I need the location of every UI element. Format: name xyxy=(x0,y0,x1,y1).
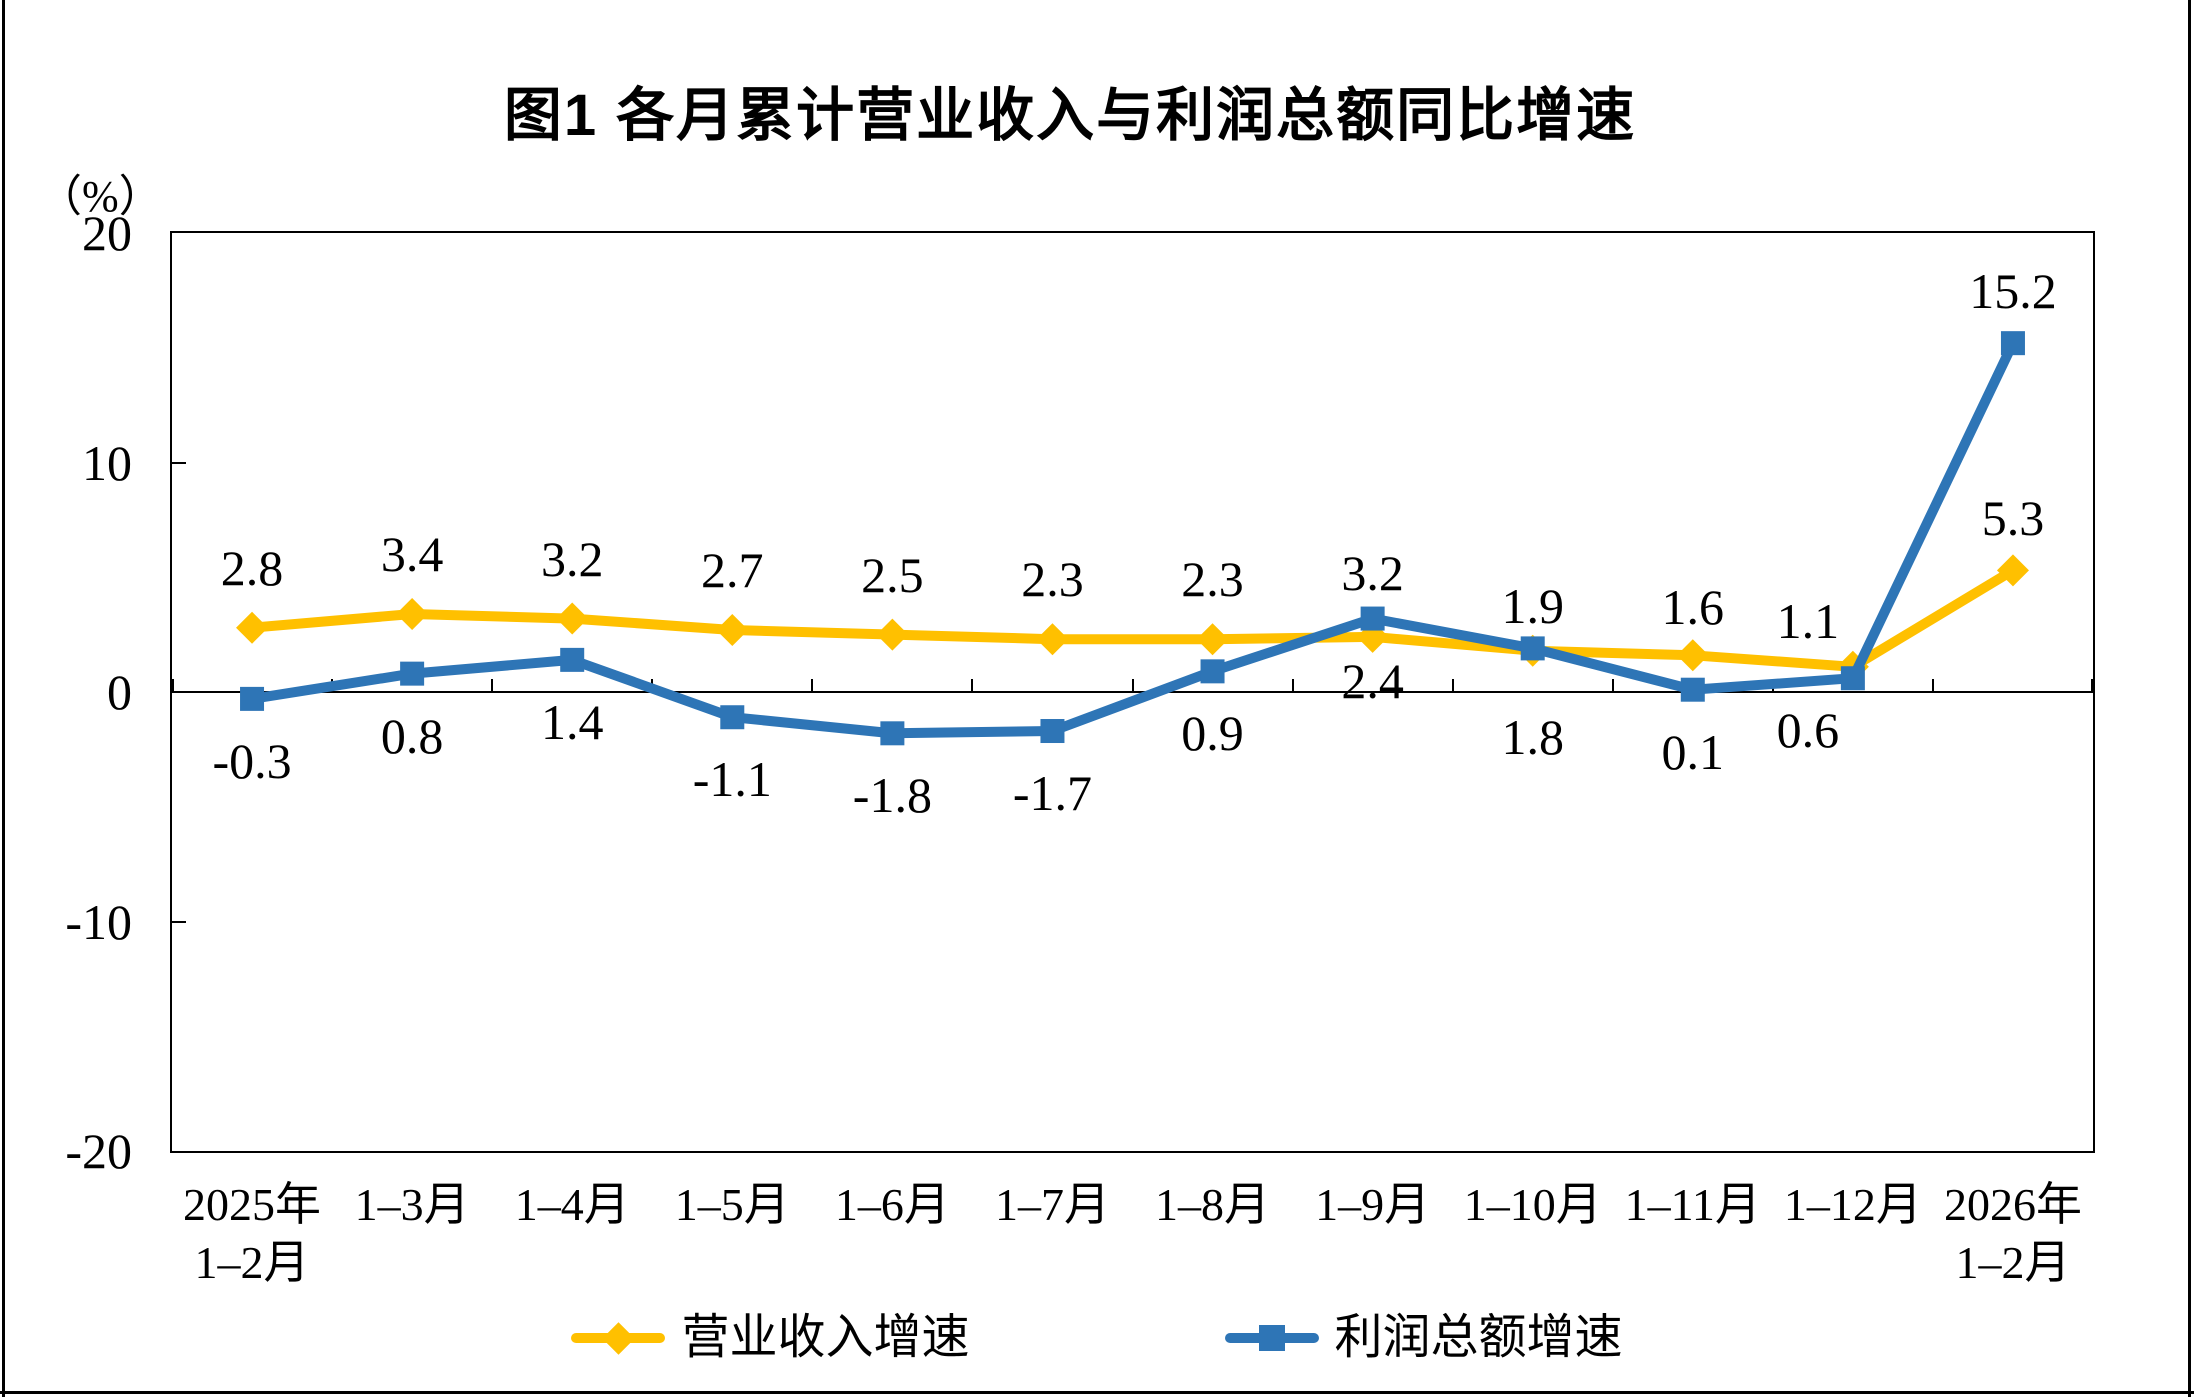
data-label-series-1: -0.3 xyxy=(212,732,292,789)
data-label-series-0: 3.2 xyxy=(540,530,604,587)
series-marker-1 xyxy=(240,686,265,711)
data-label-series-0: 3.4 xyxy=(380,525,444,582)
series-marker-0 xyxy=(1676,639,1709,672)
legend-item-total-profit: 利润总额增速 xyxy=(1224,1311,1623,1364)
x-axis-category-label: 1–12月 xyxy=(1783,1179,1922,1230)
data-label-series-1: -1.1 xyxy=(692,751,772,808)
y-axis-tick-label: 10 xyxy=(82,434,132,491)
category-tick-mark xyxy=(1131,679,1134,691)
data-label-series-0: 2.5 xyxy=(861,546,924,603)
category-tick-mark xyxy=(172,679,174,691)
legend-item-operating-revenue: 营业收入增速 xyxy=(571,1311,970,1364)
x-axis-category-label: 1–4月 xyxy=(514,1179,630,1230)
series-marker-1 xyxy=(720,705,745,730)
page-border-bottom xyxy=(0,1391,2194,1394)
x-axis-category-label: 1–6月 xyxy=(834,1179,950,1230)
data-label-series-1: 0.1 xyxy=(1661,723,1725,780)
category-tick-mark xyxy=(1451,679,1454,691)
y-axis-tick-label: 20 xyxy=(82,205,132,261)
data-label-series-1: 1.4 xyxy=(540,693,604,750)
y-tick-mark xyxy=(172,461,186,464)
plot-area xyxy=(170,231,2095,1153)
data-label-series-1: 1.9 xyxy=(1501,578,1564,635)
x-axis-category-label: 1–5月 xyxy=(674,1179,790,1230)
data-label-series-1: -1.8 xyxy=(852,767,932,824)
zero-axis-line xyxy=(172,691,2093,693)
category-tick-mark xyxy=(1291,679,1294,691)
series-marker-1 xyxy=(880,721,905,746)
series-marker-0 xyxy=(396,597,429,630)
category-tick-mark xyxy=(2091,679,2093,691)
series-marker-0 xyxy=(716,614,749,647)
series-marker-1 xyxy=(1040,719,1065,744)
x-axis-category-label: 1–9月 xyxy=(1315,1179,1431,1230)
series-marker-1 xyxy=(1840,666,1865,691)
data-label-series-0: 2.3 xyxy=(1181,551,1244,608)
legend-label-revenue: 营业收入增速 xyxy=(681,1311,970,1364)
category-tick-mark xyxy=(491,679,494,691)
category-tick-mark xyxy=(971,679,974,691)
data-label-series-1: 3.2 xyxy=(1341,544,1404,601)
legend-swatch-profit xyxy=(1224,1312,1319,1364)
data-label-series-1: 0.9 xyxy=(1181,705,1244,762)
category-tick-mark xyxy=(1611,679,1614,691)
series-marker-1 xyxy=(1680,677,1705,702)
x-axis-category-label: 2026年 1–2月 xyxy=(1943,1179,2082,1288)
data-label-series-0: 1.8 xyxy=(1501,708,1564,765)
x-axis-category-label: 1–11月 xyxy=(1624,1179,1761,1230)
series-line-1 xyxy=(251,341,2018,739)
x-axis-category-label: 1–7月 xyxy=(994,1179,1110,1230)
category-tick-mark xyxy=(1931,679,1934,691)
x-axis-category-label: 1–8月 xyxy=(1155,1179,1271,1230)
page-border-left xyxy=(2,0,5,1397)
series-plot-canvas xyxy=(236,331,2029,746)
legend: 营业收入增速 利润总额增速 xyxy=(0,1312,2194,1364)
data-label-series-0: 5.3 xyxy=(1981,490,2045,547)
data-label-series-1: 0.8 xyxy=(380,707,444,764)
series-marker-1 xyxy=(1200,659,1225,684)
legend-swatch-revenue xyxy=(571,1312,666,1364)
series-marker-0 xyxy=(876,618,909,651)
y-axis-tick-label: -10 xyxy=(65,893,132,950)
series-line-0 xyxy=(251,566,2016,672)
data-label-series-0: 2.8 xyxy=(220,539,284,596)
diamond-marker-icon xyxy=(602,1322,636,1355)
series-marker-0 xyxy=(556,602,589,635)
x-axis-category-label: 1–3月 xyxy=(354,1179,470,1230)
series-marker-0 xyxy=(1036,623,1069,656)
data-label-series-0: 2.3 xyxy=(1021,551,1084,608)
series-marker-0 xyxy=(1996,554,2029,587)
x-axis-category-label: 2025年 1–2月 xyxy=(183,1179,322,1288)
series-marker-0 xyxy=(236,611,269,644)
data-label-series-1: 0.6 xyxy=(1776,702,1840,759)
series-marker-0 xyxy=(1196,623,1229,656)
chart-title: 图1 各月累计营业收入与利润总额同比增速 xyxy=(503,83,1637,148)
category-tick-mark xyxy=(811,679,814,691)
y-tick-mark xyxy=(172,920,186,923)
y-axis-unit-label: （%） xyxy=(38,172,163,221)
y-axis-tick-label: -20 xyxy=(65,1123,132,1179)
series-marker-1 xyxy=(1360,606,1385,631)
data-label-series-0: 2.4 xyxy=(1341,652,1404,709)
series-marker-1 xyxy=(400,661,425,686)
x-axis-category-label: 1–10月 xyxy=(1463,1179,1602,1230)
series-marker-1 xyxy=(560,647,585,672)
data-label-series-0: 2.7 xyxy=(701,542,764,599)
data-label-series-0: 1.1 xyxy=(1776,592,1840,649)
series-marker-1 xyxy=(1520,636,1545,661)
series-marker-1 xyxy=(2000,331,2025,356)
y-axis-tick-label: 0 xyxy=(107,664,132,720)
data-label-series-1: -1.7 xyxy=(1012,765,1093,821)
data-label-series-0: 1.6 xyxy=(1661,579,1725,636)
square-marker-icon xyxy=(1258,1325,1285,1351)
legend-label-profit: 利润总额增速 xyxy=(1334,1311,1623,1364)
page-border-right xyxy=(2188,0,2191,1397)
data-label-series-1: 15.2 xyxy=(1969,263,2057,320)
